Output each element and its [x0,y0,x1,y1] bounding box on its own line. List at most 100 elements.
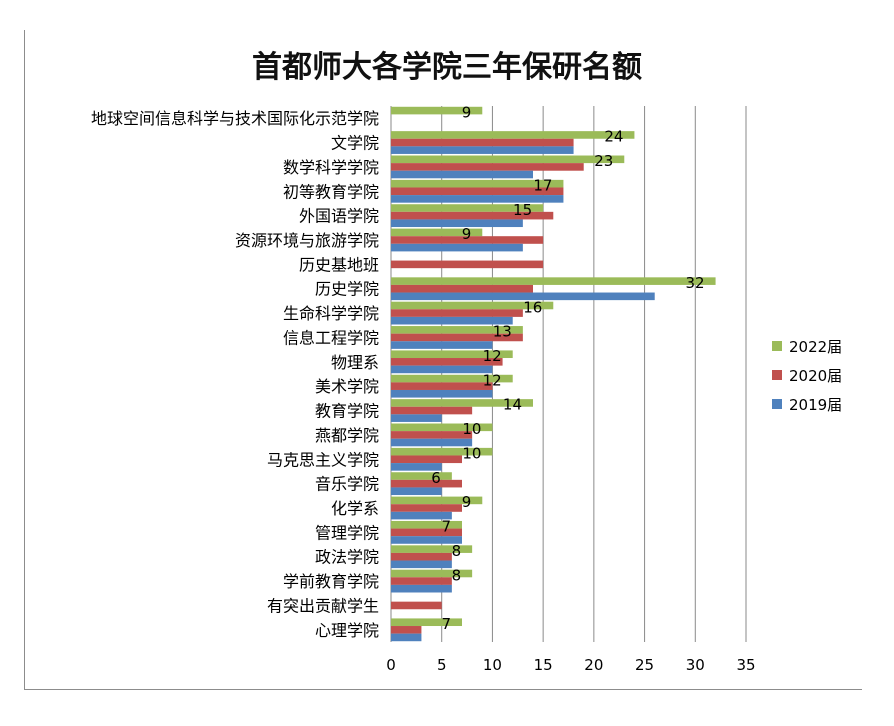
bar-2020届 [391,455,462,464]
bar-2019届 [391,584,452,593]
bar-2019届 [391,292,655,301]
data-label: 7 [441,615,451,633]
x-tick-label: 25 [635,656,654,674]
bar-2020届 [391,479,462,488]
legend-swatch [772,341,782,351]
bar-2020届 [391,138,574,147]
x-tick-label: 15 [534,656,553,674]
bar-2020届 [391,187,564,196]
bar-2022届 [391,155,625,164]
bar-2019届 [391,219,523,228]
category-label: 心理学院 [315,621,379,640]
x-tick-label: 30 [686,656,705,674]
data-label: 10 [462,444,481,462]
category-label: 历史基地班 [299,255,379,274]
bar-2019届 [391,438,473,447]
data-label: 13 [493,323,512,341]
bar-2020届 [391,601,442,610]
legend-swatch [772,399,782,409]
x-tick-label: 20 [584,656,603,674]
bar-2020届 [391,431,473,439]
data-label: 16 [523,298,542,316]
category-label: 外国语学院 [299,207,379,226]
category-label: 资源环境与旅游学院 [235,231,379,250]
category-label: 物理系 [331,353,379,372]
data-label: 12 [483,347,502,365]
chart-frame [24,30,862,690]
x-tick-label: 35 [736,656,755,674]
bar-2022届 [391,228,483,237]
category-label: 数学科学学院 [283,158,379,177]
bar-2020届 [391,406,473,415]
bar-2022届 [391,423,493,432]
category-label: 马克思主义学院 [267,450,379,469]
bar-2022届 [391,374,513,383]
bar-2020届 [391,309,523,317]
bar-2020届 [391,333,523,342]
bar-2022届 [391,520,462,529]
bar-2022届 [391,618,462,627]
bar-2020届 [391,382,493,390]
bar-2020届 [391,528,462,537]
legend-swatch [772,370,782,380]
data-label: 6 [431,469,441,487]
bar-2020届 [391,577,452,585]
bar-2020届 [391,260,544,269]
data-label: 9 [462,493,472,511]
category-label: 历史学院 [315,280,379,299]
bar-2019届 [391,511,452,520]
bar-2022届 [391,569,473,578]
bar-2020届 [391,163,584,171]
data-label: 17 [533,176,552,194]
bar-2022届 [391,301,554,310]
data-label: 8 [452,566,462,584]
category-label: 信息工程学院 [283,328,379,347]
bar-2020届 [391,358,503,366]
bar-2020届 [391,626,422,634]
bar-2022届 [391,131,635,139]
data-label: 24 [604,128,623,146]
bar-2019届 [391,414,442,422]
bar-2019届 [391,389,493,398]
bar-2019届 [391,536,462,544]
category-label: 燕都学院 [315,426,379,445]
category-label: 有突出贡献学生 [267,596,379,615]
category-label: 政法学院 [315,548,379,567]
bar-2022届 [391,545,473,553]
bar-2022届 [391,472,452,480]
data-label: 9 [462,225,472,243]
bar-2019届 [391,170,533,179]
category-label: 教育学院 [315,402,379,421]
category-label: 管理学院 [315,523,379,542]
category-label: 初等教育学院 [283,182,379,201]
bar-2022届 [391,204,544,212]
bar-2020届 [391,504,462,512]
x-tick-label: 10 [483,656,502,674]
bar-2019届 [391,365,493,374]
category-label: 生命科学学院 [283,304,379,323]
bar-2019届 [391,243,523,252]
x-tick-label: 5 [437,656,447,674]
data-label: 14 [503,396,522,414]
data-label: 23 [594,152,613,170]
legend-label: 2022届 [789,338,842,356]
category-label: 化学系 [331,499,379,518]
category-label: 音乐学院 [315,475,379,494]
data-label: 7 [441,518,451,536]
data-label: 10 [462,420,481,438]
category-label: 美术学院 [315,377,379,396]
bar-2022届 [391,496,483,505]
bar-2022届 [391,277,716,285]
data-label: 32 [685,274,704,292]
category-label: 学前教育学院 [283,572,379,591]
bar-2022届 [391,106,483,115]
bar-2019届 [391,316,513,325]
bar-2019届 [391,195,564,203]
bar-2019届 [391,463,442,471]
data-label: 8 [452,542,462,560]
bar-2019届 [391,487,442,496]
bar-2020届 [391,284,533,293]
data-label: 15 [513,201,532,219]
x-tick-label: 0 [386,656,396,674]
